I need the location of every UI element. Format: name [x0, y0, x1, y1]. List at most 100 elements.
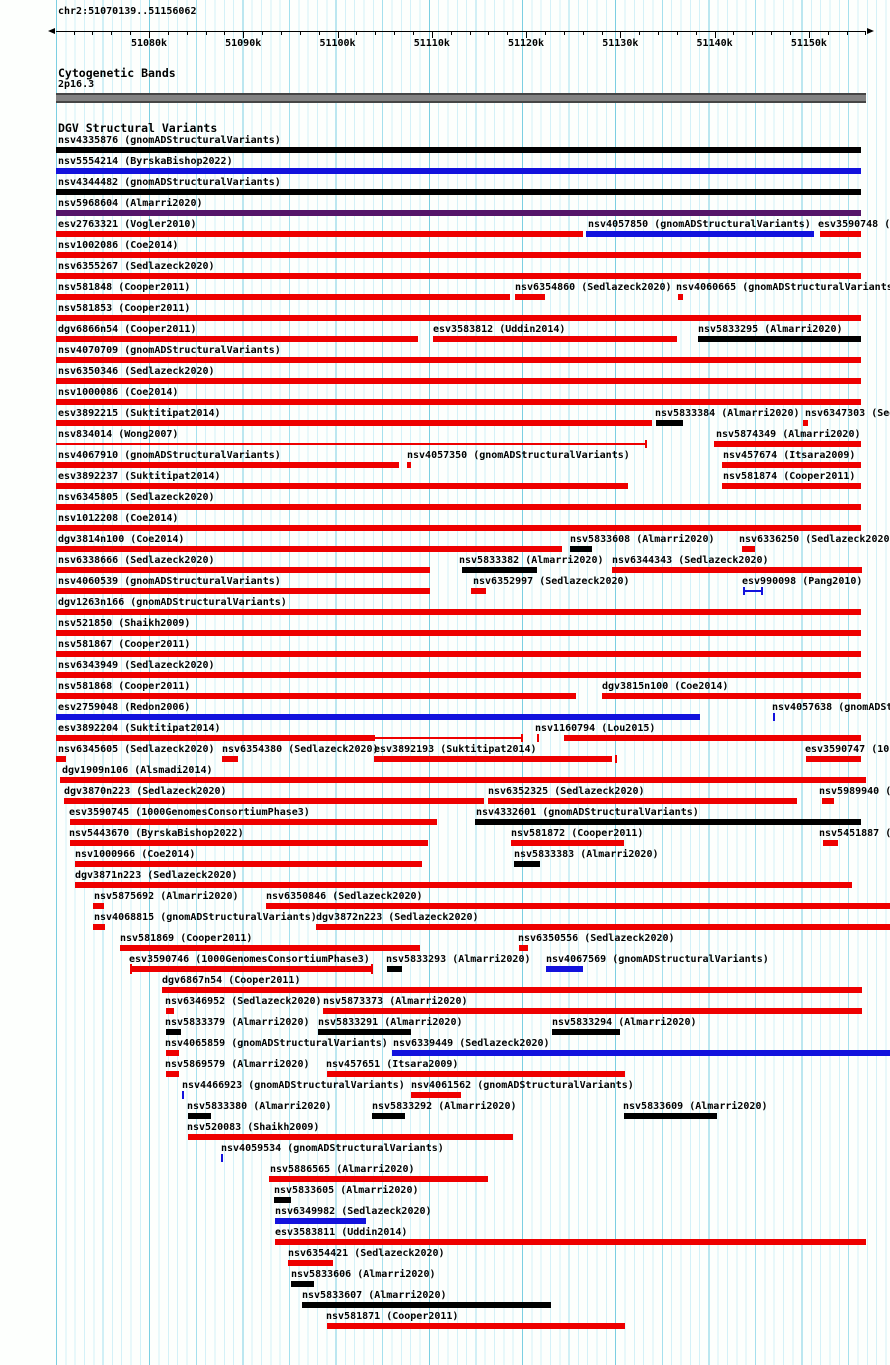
- variant-bar[interactable]: [519, 945, 528, 951]
- variant-bar[interactable]: [515, 294, 545, 300]
- variant-bar[interactable]: [823, 840, 838, 846]
- variant-label[interactable]: nsv6354421 (Sedlazeck2020): [288, 1248, 445, 1259]
- variant-label[interactable]: nsv581868 (Cooper2011): [58, 681, 191, 692]
- variant-label[interactable]: nsv1000086 (Coe2014): [58, 387, 179, 398]
- variant-bar[interactable]: [269, 1176, 488, 1182]
- variant-bar[interactable]: [612, 567, 862, 573]
- variant-label[interactable]: nsv581853 (Cooper2011): [58, 303, 191, 314]
- variant-label[interactable]: esv3590745 (1000GenomesConsortiumPhase3): [69, 807, 310, 818]
- variant-label[interactable]: nsv6352997 (Sedlazeck2020): [473, 576, 630, 587]
- variant-label[interactable]: nsv4332601 (gnomADStructuralVariants): [476, 807, 699, 818]
- variant-bar[interactable]: [56, 252, 861, 258]
- variant-label[interactable]: nsv6336250 (Sedlazeck2020: [739, 534, 890, 545]
- variant-bar[interactable]: [56, 420, 652, 426]
- variant-label[interactable]: nsv5833382 (Almarri2020): [459, 555, 604, 566]
- variant-bar[interactable]: [714, 441, 861, 447]
- variant-bar[interactable]: [56, 651, 861, 657]
- variant-label[interactable]: esv2759048 (Redon2006): [58, 702, 191, 713]
- variant-bar[interactable]: [274, 1197, 291, 1203]
- variant-label[interactable]: nsv5869579 (Almarri2020): [165, 1059, 310, 1070]
- variant-bar[interactable]: [372, 1113, 405, 1119]
- variant-label[interactable]: nsv5833384 (Almarri2020): [655, 408, 800, 419]
- variant-bar[interactable]: [166, 1071, 179, 1077]
- variant-bar[interactable]: [93, 903, 104, 909]
- variant-endcap[interactable]: [371, 964, 373, 974]
- variant-point-tick[interactable]: [537, 734, 539, 742]
- variant-label[interactable]: nsv4344482 (gnomADStructuralVariants): [58, 177, 281, 188]
- variant-label[interactable]: nsv5833295 (Almarri2020): [698, 324, 843, 335]
- variant-label[interactable]: nsv5873373 (Almarri2020): [323, 996, 468, 1007]
- variant-label[interactable]: dgv3872n223 (Sedlazeck2020): [316, 912, 479, 923]
- variant-label[interactable]: nsv1000966 (Coe2014): [75, 849, 196, 860]
- variant-bar[interactable]: [56, 462, 399, 468]
- variant-label[interactable]: dgv3870n223 (Sedlazeck2020): [64, 786, 227, 797]
- variant-label[interactable]: dgv3814n100 (Coe2014): [58, 534, 185, 545]
- variant-bar[interactable]: [570, 546, 592, 552]
- variant-label[interactable]: esv3892237 (Suktitipat2014): [58, 471, 221, 482]
- variant-label[interactable]: esv990098 (Pang2010): [742, 576, 863, 587]
- variant-bar[interactable]: [564, 735, 861, 741]
- variant-bar[interactable]: [433, 336, 677, 342]
- cytoband-bar[interactable]: [56, 93, 866, 103]
- variant-bar[interactable]: [275, 1218, 366, 1224]
- variant-label[interactable]: nsv5886565 (Almarri2020): [270, 1164, 415, 1175]
- variant-bar[interactable]: [56, 735, 375, 741]
- variant-label[interactable]: esv3590748 (: [818, 219, 890, 230]
- variant-bar[interactable]: [56, 546, 562, 552]
- variant-bar[interactable]: [488, 798, 797, 804]
- variant-bar[interactable]: [546, 966, 583, 972]
- variant-label[interactable]: nsv6346952 (Sedlazeck2020): [165, 996, 322, 1007]
- variant-bar[interactable]: [56, 630, 861, 636]
- variant-bar[interactable]: [56, 147, 861, 153]
- variant-point-tick[interactable]: [521, 734, 523, 742]
- variant-label[interactable]: nsv581867 (Cooper2011): [58, 639, 191, 650]
- variant-label[interactable]: nsv5833605 (Almarri2020): [274, 1185, 419, 1196]
- variant-label[interactable]: nsv834014 (Wong2007): [58, 429, 179, 440]
- variant-bar[interactable]: [56, 714, 700, 720]
- variant-label[interactable]: nsv581871 (Cooper2011): [326, 1311, 459, 1322]
- variant-label[interactable]: nsv5833294 (Almarri2020): [552, 1017, 697, 1028]
- variant-label[interactable]: nsv4335876 (gnomADStructuralVariants): [58, 135, 281, 146]
- variant-label[interactable]: dgv1909n106 (Alsmadi2014): [62, 765, 213, 776]
- variant-bar[interactable]: [56, 294, 510, 300]
- variant-bar[interactable]: [60, 777, 866, 783]
- variant-label[interactable]: esv2763321 (Vogler2010): [58, 219, 197, 230]
- variant-label[interactable]: esv3583811 (Uddin2014): [275, 1227, 408, 1238]
- variant-bar[interactable]: [323, 1008, 862, 1014]
- variant-point-tick[interactable]: [182, 1091, 184, 1099]
- variant-label[interactable]: nsv5989940 (: [819, 786, 890, 797]
- variant-bar[interactable]: [56, 567, 430, 573]
- variant-label[interactable]: nsv4057638 (gnomADSt: [772, 702, 890, 713]
- variant-label[interactable]: nsv4060539 (gnomADStructuralVariants): [58, 576, 281, 587]
- variant-bar[interactable]: [407, 462, 411, 468]
- variant-bar[interactable]: [514, 861, 540, 867]
- variant-bar[interactable]: [316, 924, 890, 930]
- variant-label[interactable]: nsv581848 (Cooper2011): [58, 282, 191, 293]
- variant-bar[interactable]: [75, 882, 852, 888]
- variant-bar[interactable]: [75, 861, 422, 867]
- variant-label[interactable]: nsv5833291 (Almarri2020): [318, 1017, 463, 1028]
- variant-label[interactable]: nsv6349982 (Sedlazeck2020): [275, 1206, 432, 1217]
- variant-bar[interactable]: [327, 1071, 625, 1077]
- variant-label[interactable]: nsv6343949 (Sedlazeck2020): [58, 660, 215, 671]
- variant-label[interactable]: nsv6355267 (Sedlazeck2020): [58, 261, 215, 272]
- variant-bar[interactable]: [387, 966, 402, 972]
- variant-point-tick[interactable]: [645, 440, 647, 448]
- variant-label[interactable]: nsv6344343 (Sedlazeck2020): [612, 555, 769, 566]
- variant-bar[interactable]: [56, 588, 430, 594]
- variant-label[interactable]: nsv6345805 (Sedlazeck2020): [58, 492, 215, 503]
- variant-label[interactable]: nsv1002086 (Coe2014): [58, 240, 179, 251]
- variant-label[interactable]: nsv5833609 (Almarri2020): [623, 1101, 768, 1112]
- variant-bar[interactable]: [803, 420, 808, 426]
- variant-label[interactable]: esv3892204 (Suktitipat2014): [58, 723, 221, 734]
- variant-point-tick[interactable]: [773, 713, 775, 721]
- variant-bar[interactable]: [820, 231, 861, 237]
- variant-label[interactable]: nsv5833606 (Almarri2020): [291, 1269, 436, 1280]
- variant-bar[interactable]: [475, 819, 861, 825]
- variant-bar[interactable]: [56, 231, 583, 237]
- variant-label[interactable]: dgv6866n54 (Cooper2011): [58, 324, 197, 335]
- variant-bar[interactable]: [56, 378, 861, 384]
- variant-label[interactable]: nsv6345605 (Sedlazeck2020): [58, 744, 215, 755]
- variant-label[interactable]: nsv5833379 (Almarri2020): [165, 1017, 310, 1028]
- variant-bar[interactable]: [56, 483, 628, 489]
